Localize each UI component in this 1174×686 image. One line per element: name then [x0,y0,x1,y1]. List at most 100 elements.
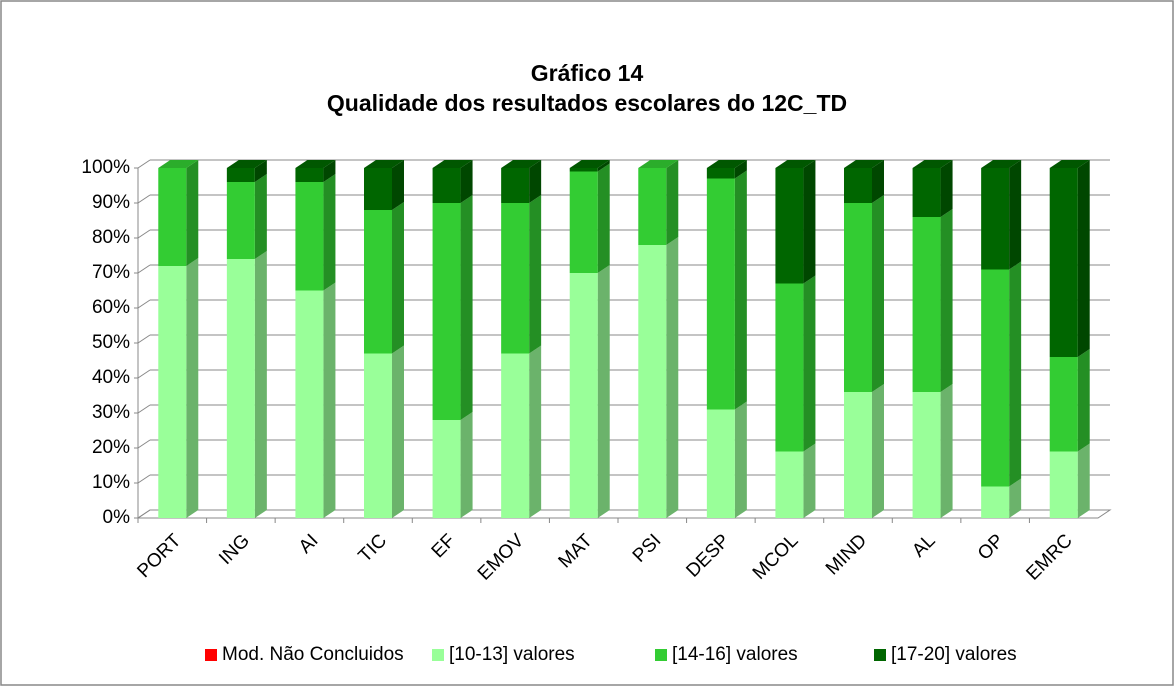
legend-label: [17-20] valores [891,644,1017,665]
bar [226,182,255,259]
bar-top [1049,160,1090,168]
bar-side [872,195,884,392]
grid-line-depth [137,194,151,204]
bar-side [392,202,404,354]
grid-line-depth [137,509,151,519]
y-tick-label: 0% [103,507,131,528]
bar-side [323,174,336,291]
bar-side [1077,349,1090,452]
y-tick-label: 20% [92,437,130,458]
legend-swatch [655,649,667,661]
chart-subtitle: Qualidade dos resultados escolares do 12… [327,90,847,116]
legend-swatch [874,649,886,661]
legend-swatch [432,649,444,661]
bar [295,168,324,182]
grid-line-depth [137,334,151,344]
legend-label: [10-13] valores [449,644,575,665]
bar [364,353,392,518]
y-tick-label: 80% [92,227,130,248]
grid-line-depth [137,369,151,379]
bar [158,168,187,266]
bar [364,210,392,354]
legend-label: [14-16] valores [672,644,798,665]
bar-top [706,160,747,168]
bar-side [529,345,542,518]
y-tick-label: 10% [92,472,130,493]
bar-side [186,258,199,518]
bar-side [666,160,679,245]
bar-side [803,160,816,284]
floor [136,509,1112,519]
bar [364,168,392,210]
bar-side [803,443,816,518]
legend-label: Mod. Não Concluidos [222,644,404,665]
bar [432,203,461,420]
bar-top [638,160,679,168]
y-tick-label: 100% [81,157,130,178]
bar [158,266,187,518]
bar [844,392,872,518]
bar [844,203,872,392]
y-tick-label: 90% [92,192,130,213]
bar-side [734,160,747,179]
bar [569,273,598,518]
bar [844,168,872,203]
grid-line-depth [137,159,151,169]
bar [981,269,1010,487]
bar-side [597,265,610,518]
y-tick-label: 70% [92,262,130,283]
bar-side [940,384,953,518]
bar-side [734,401,747,518]
bar-side [460,195,473,420]
grid-line-depth [137,439,151,449]
bar-side [940,209,953,392]
bar-top [432,160,473,168]
grid-line-depth [137,404,151,414]
bar [1049,451,1078,518]
bar [501,353,530,518]
grid-line-depth [137,474,151,484]
bar [912,168,941,217]
bar-side [734,170,747,410]
bar-side [803,275,816,452]
bar-top [912,160,953,168]
bar [981,168,1010,270]
bar [432,168,461,203]
bar-side [460,160,473,203]
bar-top [775,160,816,168]
chart-title: Gráfico 14 [531,60,644,86]
bar-side [254,251,267,518]
bar [912,217,941,392]
bar-top [364,160,404,168]
bar-side [872,384,884,518]
bar [706,409,735,518]
bar [706,168,735,179]
bar-top [844,160,884,168]
bar [569,171,598,273]
bar [295,182,324,291]
bar-side [323,160,336,182]
bar [1049,168,1078,357]
bar-top [569,160,610,168]
bar [775,168,804,284]
grid-line-depth [137,264,151,274]
bar [775,451,804,518]
bar-side [1077,443,1090,518]
bar-side [597,163,610,273]
bar-top [295,160,336,168]
bar-side [529,195,542,354]
y-tick-label: 60% [92,297,130,318]
grid-line-depth [137,229,151,239]
bar-side [460,412,473,518]
legend-swatch [205,649,217,661]
bar-side [529,160,542,203]
bar-side [254,174,267,259]
bar-side [666,237,679,518]
bar-top [501,160,542,168]
y-tick-label: 30% [92,402,130,423]
bar [226,259,255,518]
y-tick-label: 50% [92,332,130,353]
bar-side [597,160,610,172]
bar [432,420,461,518]
